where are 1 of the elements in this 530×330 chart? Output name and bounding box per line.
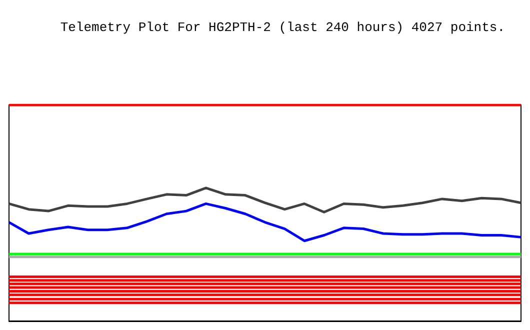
- chart-title: Telemetry Plot For HG2PTH-2 (last 240 hours) 4027 points.: [60, 20, 506, 35]
